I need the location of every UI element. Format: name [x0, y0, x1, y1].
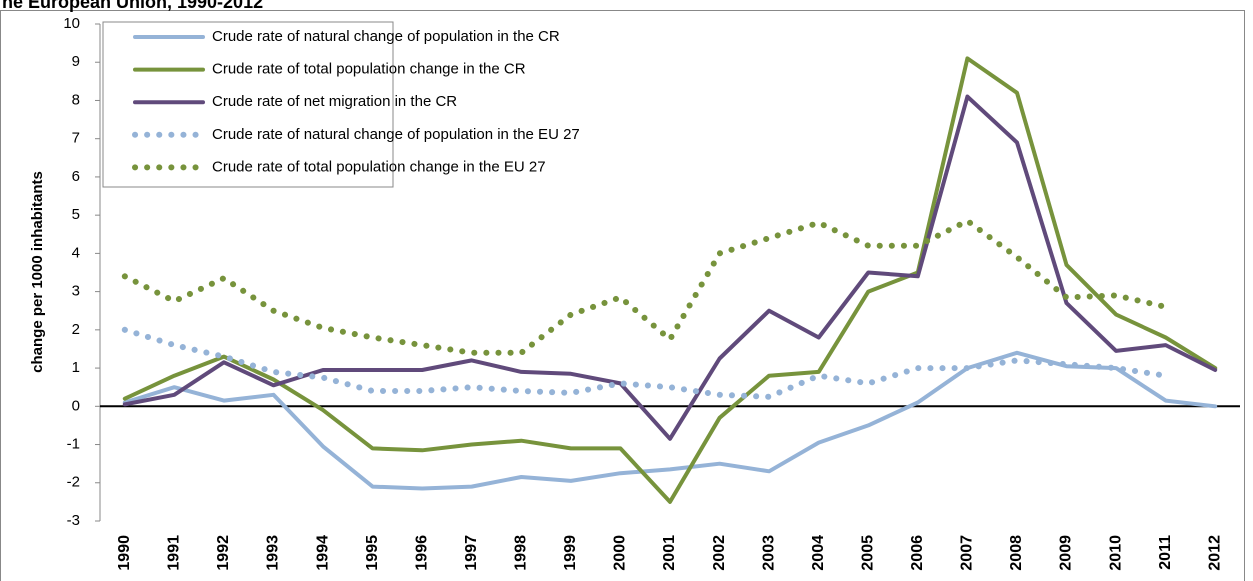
x-tick-label: 2006 — [909, 535, 926, 571]
title-backdrop — [0, 0, 560, 10]
y-tick-label: 4 — [72, 244, 80, 261]
x-tick-label: 2005 — [859, 535, 876, 571]
x-tick-label: 1990 — [116, 535, 133, 571]
x-tick-label: 2009 — [1058, 535, 1075, 571]
y-tick-label: -2 — [67, 474, 80, 491]
series-line — [122, 56, 1218, 504]
x-tick-label: 1993 — [265, 535, 282, 571]
legend-label: Crude rate of net migration in the CR — [212, 93, 457, 110]
y-tick-label: 7 — [72, 130, 80, 147]
series-line — [122, 94, 1218, 441]
chart-frame — [0, 10, 1245, 581]
x-tick-label: 2002 — [711, 535, 728, 571]
x-tick-label: 2010 — [1107, 535, 1124, 571]
y-axis-label: change per 1000 inhabitants — [29, 171, 46, 373]
x-tick-label: 1996 — [413, 535, 430, 571]
y-tick-label: 1 — [72, 359, 80, 376]
legend-label: Crude rate of natural change of populati… — [212, 126, 580, 143]
x-tick-label: 2001 — [661, 535, 678, 571]
x-tick-label: 2011 — [1157, 535, 1174, 570]
y-tick-label: 5 — [72, 206, 80, 223]
y-tick-label: 8 — [72, 91, 80, 108]
series-line — [121, 326, 1169, 400]
x-tick-label: 1997 — [463, 535, 480, 571]
legend-box — [102, 21, 394, 188]
x-tick-label: 1999 — [562, 535, 579, 571]
x-tick-label: 2012 — [1206, 535, 1223, 571]
x-tick-label: 2008 — [1008, 535, 1025, 571]
legend-label: Crude rate of total population change in… — [212, 158, 546, 175]
legend-label: Crude rate of natural change of populati… — [212, 28, 560, 45]
y-tick-label: -1 — [67, 436, 80, 453]
y-tick-label: 6 — [72, 168, 80, 185]
y-tick-label: -3 — [67, 512, 80, 529]
y-tick-label: 3 — [72, 283, 80, 300]
x-tick-label: 1998 — [513, 535, 530, 571]
series-line — [121, 217, 1169, 356]
y-tick-label: 2 — [72, 321, 80, 338]
legend-label: Crude rate of total population change in… — [212, 61, 526, 78]
x-tick-label: 2007 — [959, 535, 976, 571]
chart-title: he European Union, 1990-2012 — [2, 0, 263, 12]
x-tick-label: 2003 — [760, 535, 777, 571]
x-tick-label: 1991 — [166, 535, 183, 571]
y-tick-label: 10 — [63, 15, 80, 32]
x-tick-label: 2000 — [612, 535, 629, 571]
x-tick-label: 1994 — [314, 535, 331, 571]
x-tick-label: 1995 — [364, 535, 381, 571]
y-tick-label: 9 — [72, 53, 80, 70]
x-tick-label: 1992 — [215, 535, 232, 571]
x-tick-label: 2004 — [810, 535, 827, 571]
y-tick-label: 0 — [72, 397, 80, 414]
series-line — [122, 350, 1218, 491]
